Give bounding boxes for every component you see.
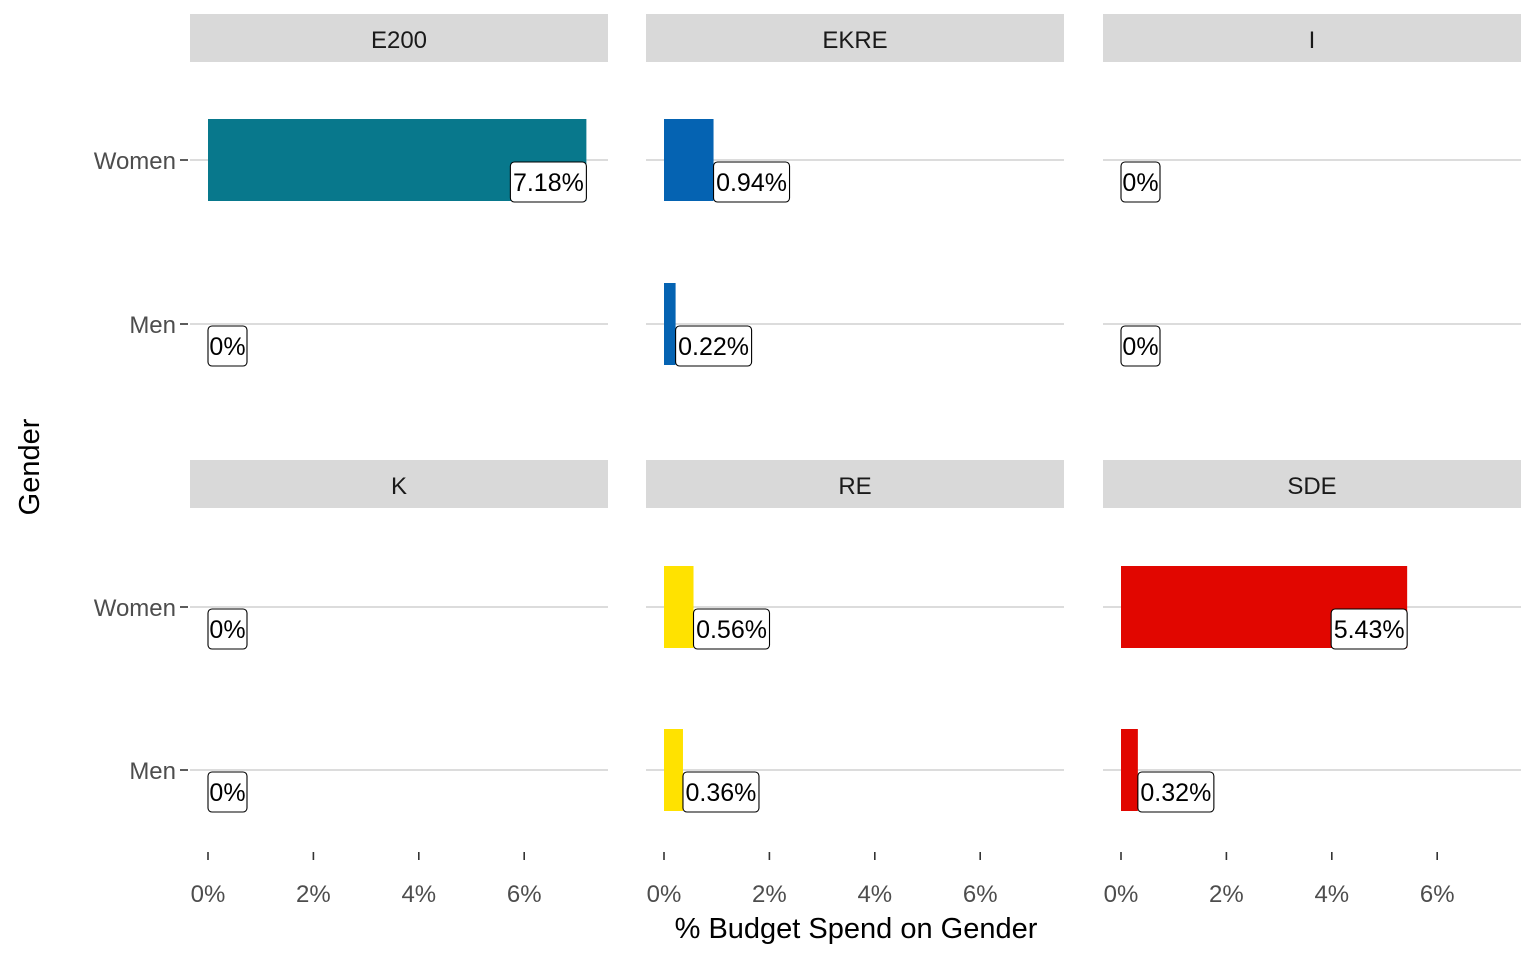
y-tick-label: Women	[94, 148, 176, 175]
data-label: 0%	[209, 616, 245, 644]
x-tick-label: 2%	[752, 881, 787, 908]
data-label: 0.36%	[686, 779, 757, 807]
strip-label: EKRE	[822, 27, 887, 54]
bar-women	[664, 119, 714, 201]
data-label: 0.32%	[1140, 779, 1211, 807]
panel-i: I 0% 0%	[1103, 14, 1521, 366]
panel-e200: E200 Women 7.18% Men 0%	[94, 14, 608, 366]
data-label: 0.94%	[716, 169, 787, 197]
data-label: 7.18%	[513, 169, 584, 197]
bar-men	[664, 729, 683, 811]
x-axis-title: % Budget Spend on Gender	[675, 913, 1038, 945]
data-label: 0%	[209, 779, 245, 807]
strip-label: SDE	[1287, 473, 1336, 500]
data-label: 5.43%	[1334, 616, 1405, 644]
x-tick-label: 2%	[296, 881, 331, 908]
x-tick-label: 6%	[963, 881, 998, 908]
data-label: 0%	[209, 333, 245, 361]
panel-sde: SDE 5.43% 0.32% 0% 2% 4% 6%	[1103, 460, 1521, 908]
data-label: 0%	[1122, 333, 1158, 361]
bar-men	[664, 283, 676, 365]
y-tick-label: Men	[129, 312, 176, 339]
x-tick-label: 4%	[857, 881, 892, 908]
x-tick-label: 2%	[1209, 881, 1244, 908]
strip-label: RE	[838, 473, 871, 500]
y-tick-label: Men	[129, 758, 176, 785]
x-tick-label: 0%	[1104, 881, 1139, 908]
panel-k: K Women 0% Men 0% 0% 2% 4% 6%	[94, 460, 608, 908]
x-tick-label: 0%	[191, 881, 226, 908]
strip-label: K	[391, 473, 407, 500]
bar-women	[664, 566, 694, 648]
x-tick-label: 4%	[1314, 881, 1349, 908]
bar-men	[1121, 729, 1138, 811]
panel-re: RE 0.56% 0.36% 0% 2% 4% 6%	[646, 460, 1064, 908]
strip-label: E200	[371, 27, 427, 54]
panel-ekre: EKRE 0.94% 0.22%	[646, 14, 1064, 366]
data-label: 0.22%	[678, 333, 749, 361]
x-tick-label: 4%	[401, 881, 436, 908]
x-tick-label: 6%	[507, 881, 542, 908]
y-tick-label: Women	[94, 595, 176, 622]
x-tick-label: 0%	[647, 881, 682, 908]
x-tick-label: 6%	[1420, 881, 1455, 908]
data-label: 0%	[1122, 169, 1158, 197]
strip-label: I	[1309, 27, 1316, 54]
data-label: 0.56%	[696, 616, 767, 644]
y-axis-title: Gender	[14, 418, 46, 515]
